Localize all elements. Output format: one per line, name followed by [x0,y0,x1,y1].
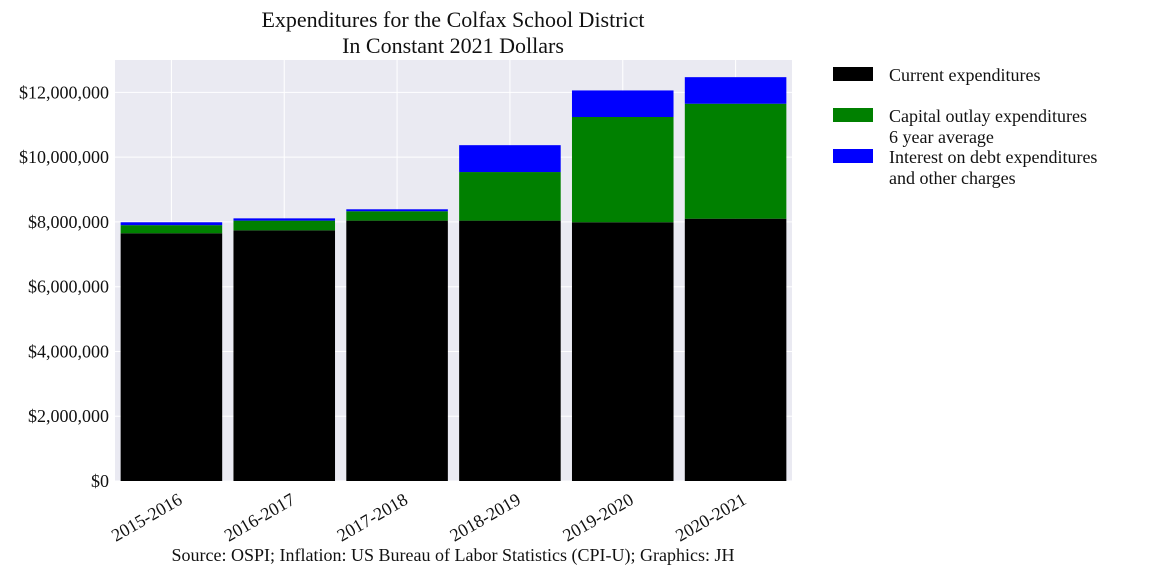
x-tick-label: 2019-2020 [559,489,637,545]
y-tick-label: $4,000,000 [28,341,109,361]
chart-title-line2: In Constant 2021 Dollars [342,33,564,58]
x-tick-label: 2016-2017 [221,489,299,545]
bar-2019-2020-series-1 [571,116,674,223]
bar-2018-2019-series-2 [459,145,561,173]
legend-label-0: Current expenditures [889,65,1040,85]
bar-2020-2021-series-1 [684,103,787,219]
legend-swatch-2 [833,149,873,163]
y-tick-label: $10,000,000 [19,147,109,167]
bar-2015-2016-series-0 [120,233,223,481]
bar-2018-2019-series-0 [459,220,561,481]
legend-label-line2-1: 6 year average [889,127,994,147]
bar-2016-2017-series-0 [233,230,336,481]
bar-2017-2018-series-2 [346,209,448,212]
x-tick-label: 2020-2021 [672,489,750,545]
bar-2020-2021-series-2 [684,77,787,104]
x-tick-label: 2015-2016 [108,489,186,545]
plot-area [115,60,792,481]
legend: Current expenditures Capital outlay expen… [833,65,1097,188]
x-tick-label: 2018-2019 [446,489,524,545]
y-tick-label: $2,000,000 [28,406,109,426]
y-tick-label: $6,000,000 [28,277,109,297]
y-tick-label: $0 [91,471,109,491]
bar-2019-2020-series-0 [571,222,674,481]
bar-2019-2020-series-2 [571,90,674,117]
source-note: Source: OSPI; Inflation: US Bureau of La… [172,545,735,566]
y-tick-label: $8,000,000 [28,212,109,232]
legend-swatch-0 [833,67,873,81]
bar-2016-2017-series-1 [233,220,336,231]
y-tick-label: $12,000,000 [19,82,109,102]
bar-2015-2016-series-2 [120,222,223,226]
x-tick-label: 2017-2018 [334,489,412,545]
legend-label-2: Interest on debt expenditures [889,147,1097,167]
bar-2015-2016-series-1 [120,225,223,234]
bar-2017-2018-series-1 [346,211,448,221]
legend-label-1: Capital outlay expenditures [889,106,1087,126]
legend-label-line2-2: and other charges [889,168,1016,188]
bar-2020-2021-series-0 [684,218,787,481]
legend-swatch-1 [833,108,873,122]
bars-group [120,77,787,481]
bar-2016-2017-series-2 [233,218,336,221]
y-axis-ticks: $0 $2,000,000 $4,000,000 $6,000,000 $8,000,0… [19,82,109,491]
bar-2018-2019-series-1 [459,172,561,221]
x-axis-ticks: 2015-2016 2016-2017 2017-2018 2018-2019 2019… [108,489,750,545]
chart-title-line1: Expenditures for the Colfax School Distr… [261,7,644,32]
bar-2017-2018-series-0 [346,220,448,481]
